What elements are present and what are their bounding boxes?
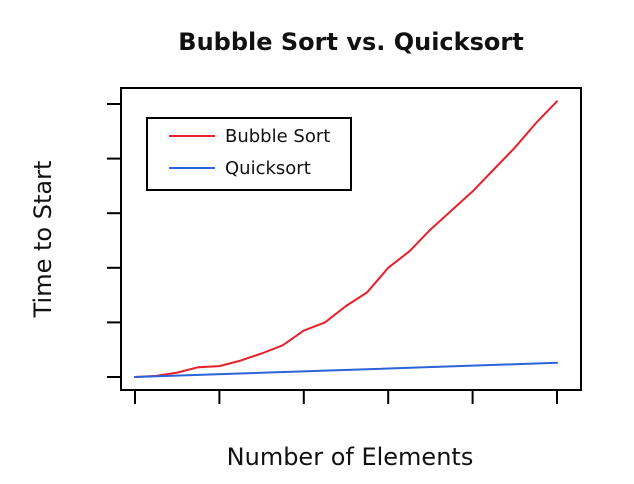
legend: Bubble Sort Quicksort (146, 117, 352, 191)
legend-label-quicksort: Quicksort (225, 158, 311, 179)
plot-frame (120, 87, 582, 391)
x-axis-label: Number of Elements (227, 443, 474, 471)
y-axis-ticks (107, 103, 121, 378)
series-line-bubble-sort (134, 100, 558, 378)
series-layer (134, 100, 558, 378)
series-line-quicksort (134, 361, 558, 378)
legend-label-bubble-sort: Bubble Sort (225, 126, 330, 147)
y-axis-label: Time to Start (29, 161, 57, 319)
x-axis-ticks (134, 390, 558, 404)
chart-title: Bubble Sort vs. Quicksort (178, 28, 523, 56)
legend-box (146, 117, 352, 191)
